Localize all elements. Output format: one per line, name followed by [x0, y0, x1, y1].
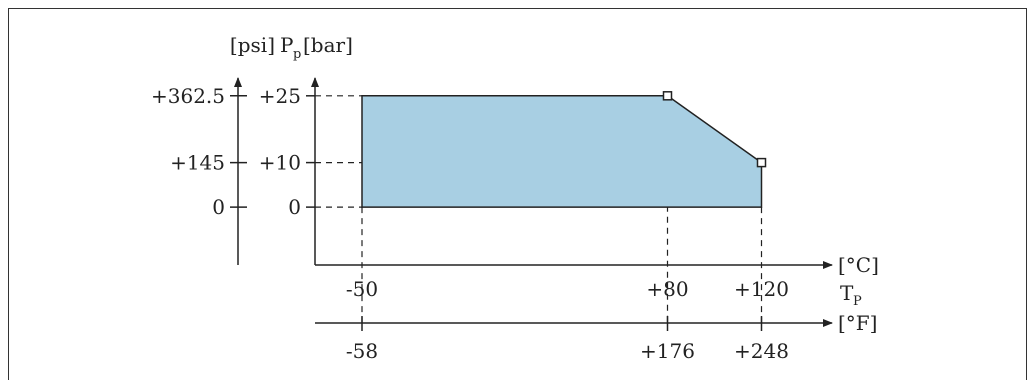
- fahrenheit-tick-label-1: +176: [640, 339, 695, 363]
- region-markers: [662, 91, 767, 168]
- celsius-tick-label-1: +80: [646, 277, 688, 301]
- operating-region: [361, 95, 763, 208]
- bar-tick-label-1: +10: [259, 151, 301, 175]
- bar-tick-label-0: +25: [259, 84, 301, 108]
- region-marker-0: [662, 91, 673, 101]
- psi-tick-label-1: +145: [170, 151, 225, 175]
- fahrenheit-unit-label: [°F]: [838, 311, 877, 335]
- temperature-symbol: T: [840, 281, 854, 305]
- pressure-symbol: P: [280, 33, 293, 57]
- psi-tick-label-2: 0: [212, 195, 225, 219]
- pressure-subscript: p: [293, 47, 301, 62]
- psi-tick-label-0: +362.5: [151, 84, 225, 108]
- axis-ticks: +25 +10 0 +362.5 +145 0 -50 +80 +120 -58 +176 +248: [151, 84, 789, 363]
- fahrenheit-tick-label-0: -58: [346, 339, 378, 363]
- celsius-unit-label: [°C]: [838, 253, 879, 277]
- fahrenheit-tick-label-2: +248: [734, 339, 789, 363]
- psi-unit-label: [psi]: [230, 33, 275, 57]
- bar-tick-label-2: 0: [288, 195, 301, 219]
- bar-unit-label: [bar]: [303, 33, 353, 57]
- temperature-subscript: P: [853, 294, 862, 309]
- celsius-tick-label-0: -50: [346, 277, 378, 301]
- celsius-tick-label-2: +120: [734, 277, 789, 301]
- region-marker-1: [756, 157, 767, 168]
